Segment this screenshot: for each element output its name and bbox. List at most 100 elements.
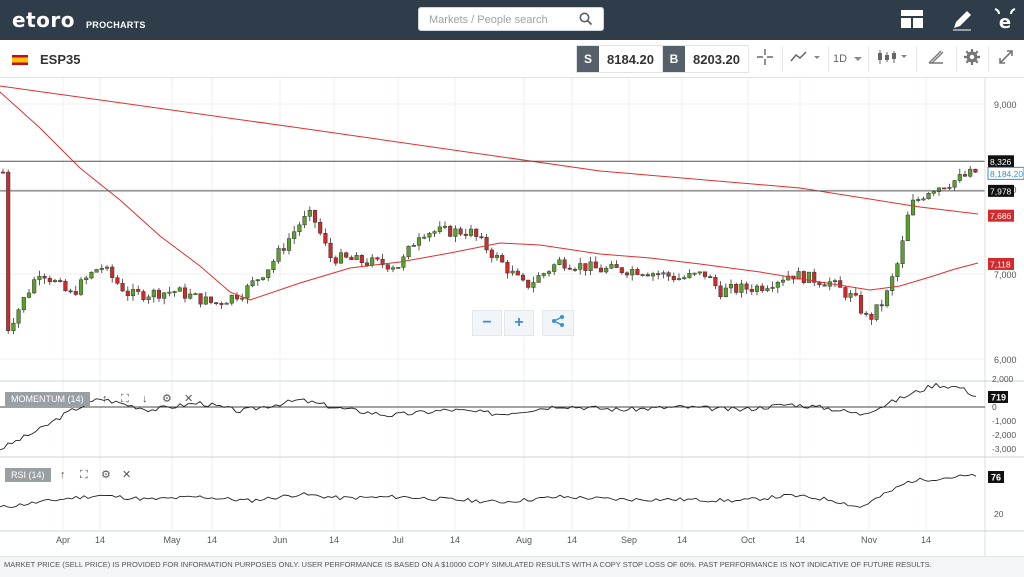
candle-body xyxy=(697,271,702,274)
pencil-icon[interactable] xyxy=(950,8,974,37)
momentum-line xyxy=(0,382,977,451)
etoro-logo[interactable]: etoro xyxy=(12,8,75,32)
crosshair-button[interactable] xyxy=(748,46,781,72)
candle-body xyxy=(333,257,338,264)
chart-type-button[interactable] xyxy=(782,46,827,72)
candle-body xyxy=(16,309,21,324)
time-tick-label: Jul xyxy=(392,535,404,545)
candle-body xyxy=(770,287,775,289)
search-box[interactable] xyxy=(418,7,604,31)
candle-body xyxy=(84,277,89,281)
layout-icon[interactable] xyxy=(900,8,924,35)
search-input[interactable] xyxy=(427,11,581,29)
candle-body xyxy=(838,280,843,288)
candle-body xyxy=(723,287,728,297)
candle-body xyxy=(666,272,671,277)
ma-short-line xyxy=(0,91,979,301)
timeframe-button[interactable]: 1D xyxy=(828,46,867,72)
candle-body xyxy=(281,248,286,251)
candle-body xyxy=(94,269,99,273)
momentum-label[interactable]: MOMENTUM (14) xyxy=(5,392,90,406)
price-label: 8,326 xyxy=(990,157,1012,167)
candle-body xyxy=(302,216,307,226)
arrow-down-icon[interactable]: ↓ xyxy=(142,393,148,405)
candle-body xyxy=(463,233,468,236)
zoom-in-button[interactable]: + xyxy=(504,310,534,336)
candle-body xyxy=(297,224,302,232)
candle-body xyxy=(68,290,73,293)
buy-price-box[interactable]: B 8203.20 xyxy=(662,45,749,73)
candle-body xyxy=(479,236,484,239)
sell-price-box[interactable]: S 8184.20 xyxy=(576,45,663,73)
time-tick-label: 14 xyxy=(207,535,217,545)
time-tick-label: 14 xyxy=(567,535,577,545)
candle-body xyxy=(957,174,962,181)
candle-body xyxy=(489,249,494,258)
fullscreen-button[interactable] xyxy=(988,46,1023,72)
expand-icon xyxy=(998,49,1014,70)
candle-body xyxy=(437,226,442,232)
arrow-up-icon[interactable]: ↑ xyxy=(60,469,66,481)
price-label: 8,184.20 xyxy=(990,169,1023,179)
time-tick-label: 14 xyxy=(795,535,805,545)
candle-body xyxy=(801,271,806,283)
candle-body xyxy=(250,280,255,286)
candle-style-button[interactable] xyxy=(868,46,915,72)
candle-body xyxy=(832,280,838,283)
resize-icon[interactable]: ⛶ xyxy=(80,469,88,481)
candle-body xyxy=(806,271,812,283)
search-icon[interactable] xyxy=(579,12,593,31)
settings-button[interactable] xyxy=(956,46,987,72)
candle-body xyxy=(318,222,323,234)
rsi-tick-label: 20 xyxy=(994,509,1004,519)
candle-body xyxy=(172,291,177,293)
resize-icon[interactable]: ⛶ xyxy=(121,393,129,405)
candle-body xyxy=(687,273,692,278)
close-icon[interactable]: ✕ xyxy=(122,469,132,481)
chevron-down-icon xyxy=(854,57,863,61)
candle-body xyxy=(541,273,546,276)
candle-body xyxy=(931,191,936,194)
timeframe-label: 1D xyxy=(832,53,848,65)
line-chart-icon xyxy=(790,50,820,69)
candle-body xyxy=(182,287,188,299)
arrow-up-icon[interactable]: ↑ xyxy=(102,393,108,405)
draw-icon xyxy=(927,49,945,70)
candle-body xyxy=(385,264,390,270)
candle-body xyxy=(780,279,786,283)
draw-tools-button[interactable] xyxy=(916,46,955,72)
buy-label: B xyxy=(663,46,685,72)
candle-body xyxy=(552,264,557,272)
indicator-settings-icon[interactable]: ⚙ xyxy=(101,469,111,481)
close-icon[interactable]: ✕ xyxy=(184,393,194,405)
candle-body xyxy=(47,277,52,283)
candle-body xyxy=(58,280,63,282)
zoom-out-label: − xyxy=(482,314,492,331)
etoro-e-icon[interactable]: e xyxy=(992,6,1018,39)
candle-body xyxy=(604,267,609,273)
time-tick-label: 14 xyxy=(921,535,931,545)
time-tick-label: May xyxy=(163,535,181,545)
candle-body xyxy=(879,304,884,307)
candle-body xyxy=(510,270,515,274)
candle-body xyxy=(312,209,318,223)
candle-body xyxy=(671,275,676,281)
candle-body xyxy=(619,267,624,274)
indicator-settings-icon[interactable]: ⚙ xyxy=(162,393,172,405)
candle-body xyxy=(136,289,141,292)
candle-body xyxy=(864,312,869,315)
candle-body xyxy=(193,293,198,296)
candle-body xyxy=(557,259,562,265)
zoom-in-label: + xyxy=(514,314,524,331)
zoom-out-button[interactable]: − xyxy=(472,310,502,336)
candle-body xyxy=(390,267,396,270)
candle-body xyxy=(110,266,115,278)
candle-body xyxy=(765,288,770,291)
share-button[interactable] xyxy=(542,310,574,336)
candle-body xyxy=(884,290,890,306)
rsi-label[interactable]: RSI (14) xyxy=(5,468,51,482)
price-label-box xyxy=(988,184,1014,197)
candle-body xyxy=(162,292,167,299)
